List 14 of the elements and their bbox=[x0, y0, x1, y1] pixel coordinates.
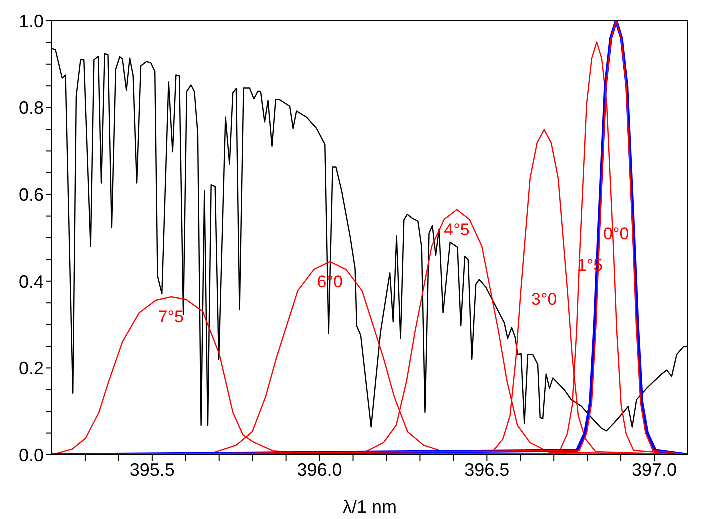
y-tick-label: 1.0 bbox=[18, 11, 44, 32]
x-tick-label: 395.5 bbox=[130, 460, 175, 480]
series-label: 4°5 bbox=[444, 220, 470, 240]
y-tick-label: 0.0 bbox=[18, 445, 44, 466]
x-axis-title: λ/1 nm bbox=[342, 497, 398, 517]
y-tick-label: 0.6 bbox=[18, 184, 44, 205]
x-tick-label: 396.5 bbox=[464, 460, 510, 480]
x-tick-label: 397.0 bbox=[632, 460, 678, 480]
x-tick-label: 396.0 bbox=[297, 460, 342, 480]
y-tick-label: 0.8 bbox=[18, 98, 44, 118]
y-tick-label: 0.2 bbox=[18, 358, 44, 379]
series-label: 7°5 bbox=[158, 308, 184, 327]
series-label: 3°0 bbox=[532, 290, 558, 310]
y-tick-label: 0.4 bbox=[18, 272, 44, 292]
